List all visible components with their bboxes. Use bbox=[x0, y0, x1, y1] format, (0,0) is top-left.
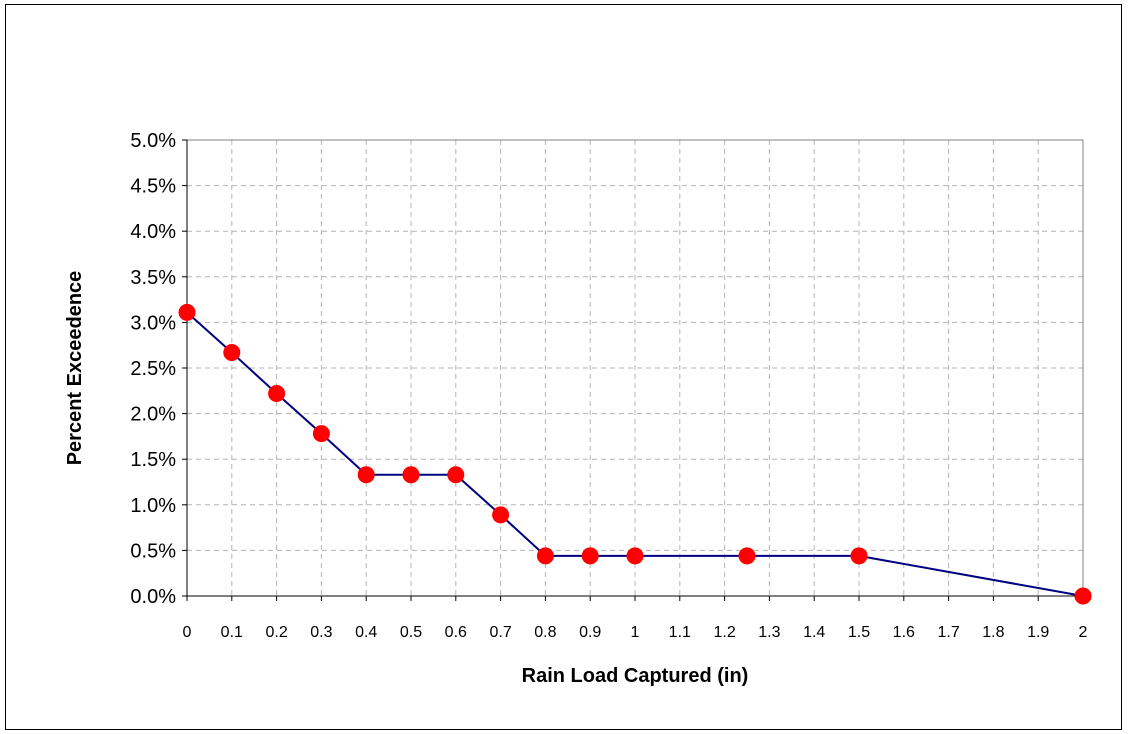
x-tick-label: 1.2 bbox=[713, 624, 735, 641]
y-tick-label: 3.0% bbox=[130, 312, 176, 334]
y-tick-label: 5.0% bbox=[130, 130, 176, 152]
data-point-marker bbox=[268, 385, 286, 403]
x-tick-label: 1.9 bbox=[1027, 624, 1049, 641]
x-tick-label: 2 bbox=[1079, 624, 1088, 641]
x-axis-title: Rain Load Captured (in) bbox=[522, 665, 749, 687]
x-tick-label: 0.3 bbox=[310, 624, 332, 641]
data-point-marker bbox=[178, 303, 196, 321]
y-tick-label: 1.0% bbox=[130, 495, 176, 517]
x-tick-label: 1.6 bbox=[893, 624, 915, 641]
data-point-marker bbox=[223, 343, 241, 361]
series-line bbox=[186, 311, 1084, 597]
x-tick-label: 0.4 bbox=[355, 624, 377, 641]
chart-canvas: 0.0% 0.5% 1.0% 1.5% 2.0% 2.5% 3.0% 3.5% 4.0% 4.5%… bbox=[64, 130, 1092, 687]
x-tick-label: 0.6 bbox=[445, 624, 467, 641]
tick-labels: 0.0% 0.5% 1.0% 1.5% 2.0% 2.5% 3.0% 3.5% 4.0% 4.5%… bbox=[130, 130, 1087, 641]
y-tick-label: 4.5% bbox=[130, 176, 176, 198]
y-tick-label: 0.5% bbox=[130, 540, 176, 562]
y-tick-label: 3.5% bbox=[130, 267, 176, 289]
x-tick-label: 1 bbox=[631, 624, 640, 641]
data-point-marker bbox=[738, 547, 756, 565]
x-tick-label: 1.7 bbox=[937, 624, 959, 641]
x-tick-label: 1.8 bbox=[982, 624, 1004, 641]
y-axis-title: Percent Exceedence bbox=[64, 271, 86, 466]
x-tick-label: 1.1 bbox=[669, 624, 691, 641]
x-tick-label: 0.2 bbox=[265, 624, 287, 641]
data-point-marker bbox=[850, 547, 868, 565]
data-series bbox=[178, 303, 1092, 605]
x-tick-label: 0.7 bbox=[489, 624, 511, 641]
y-tick-label: 4.0% bbox=[130, 221, 176, 243]
x-tick-label: 1.5 bbox=[848, 624, 870, 641]
data-point-marker bbox=[357, 466, 375, 484]
data-point-marker bbox=[492, 506, 510, 524]
data-point-marker bbox=[626, 547, 644, 565]
x-tick-label: 1.3 bbox=[758, 624, 780, 641]
x-tick-label: 0.5 bbox=[400, 624, 422, 641]
y-tick-label: 2.0% bbox=[130, 404, 176, 426]
data-point-marker bbox=[536, 547, 554, 565]
gridlines bbox=[187, 139, 1084, 596]
chart-area: 0.0% 0.5% 1.0% 1.5% 2.0% 2.5% 3.0% 3.5% 4.0% 4.5%… bbox=[5, 4, 1122, 730]
y-tick-label: 1.5% bbox=[130, 449, 176, 471]
data-point-marker bbox=[312, 425, 330, 443]
data-point-marker bbox=[581, 547, 599, 565]
axes bbox=[182, 139, 1084, 601]
y-tick-label: 0.0% bbox=[130, 586, 176, 608]
x-tick-label: 0.9 bbox=[579, 624, 601, 641]
data-point-marker bbox=[402, 466, 420, 484]
data-point-marker bbox=[1074, 587, 1092, 605]
data-point-marker bbox=[447, 466, 465, 484]
x-tick-label: 0 bbox=[183, 624, 192, 641]
y-tick-label: 2.5% bbox=[130, 358, 176, 380]
x-tick-label: 0.1 bbox=[221, 624, 243, 641]
x-tick-label: 1.4 bbox=[803, 624, 825, 641]
x-tick-label: 0.8 bbox=[534, 624, 556, 641]
